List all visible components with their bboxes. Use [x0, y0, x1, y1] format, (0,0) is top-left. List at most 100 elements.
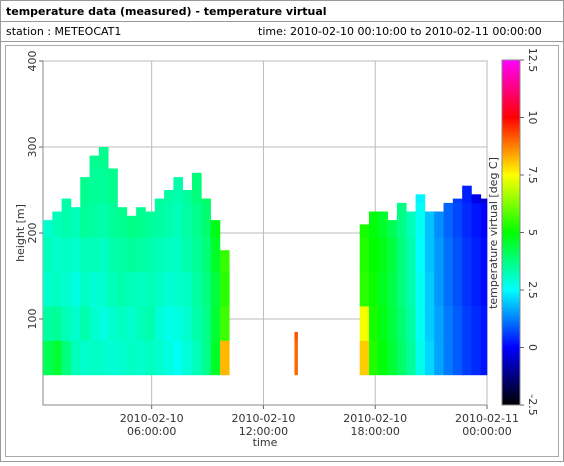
heat-cell: [201, 198, 211, 204]
heat-cell: [89, 202, 100, 238]
heat-cell: [396, 306, 407, 341]
time-range: time: 2010-02-10 00:10:00 to 2010-02-11 …: [258, 25, 542, 38]
heat-cell: [61, 340, 72, 376]
heat-cell: [126, 271, 137, 307]
x-tick-label: 2010-02-10: [120, 412, 184, 425]
heat-cell: [61, 306, 72, 341]
heat-cell: [210, 237, 221, 272]
heat-cell: [219, 306, 230, 341]
heat-cell: [98, 237, 109, 272]
heat-cell: [480, 340, 488, 376]
heat-cell: [117, 207, 128, 238]
heat-cell: [192, 271, 202, 307]
heat-cell: [359, 306, 370, 341]
heat-cell: [452, 202, 463, 238]
heat-cell: [201, 306, 211, 341]
x-tick-label: 2010-02-10: [231, 412, 295, 425]
heat-cell: [145, 271, 156, 307]
heat-cell: [80, 306, 90, 341]
heat-cell: [462, 340, 472, 376]
heat-cell: [434, 306, 444, 341]
heat-cell: [70, 306, 81, 341]
heat-cell: [369, 237, 379, 272]
heat-cell: [424, 211, 435, 238]
heat-cell: [43, 340, 53, 376]
heat-cell: [415, 306, 426, 341]
heat-cell: [462, 237, 472, 272]
heat-cell: [359, 271, 370, 307]
colorbar-tick-label: 12.5: [526, 48, 539, 73]
heat-cell: [415, 271, 426, 307]
heat-cell: [52, 237, 62, 272]
heat-cell: [294, 331, 298, 341]
heat-cell: [136, 271, 146, 307]
heat-cell: [471, 306, 482, 341]
y-tick-label: 300: [26, 137, 39, 158]
heat-cell: [154, 237, 165, 272]
heat-cell: [443, 340, 454, 376]
heat-cell: [210, 271, 221, 307]
heat-cell: [182, 271, 193, 307]
heat-cell: [359, 340, 370, 376]
heat-cell: [378, 340, 388, 376]
x-tick-label: 00:00:00: [462, 425, 511, 438]
heat-cell: [52, 211, 62, 238]
heat-cell: [378, 271, 388, 307]
heat-cell: [108, 271, 118, 307]
heat-cell: [145, 340, 156, 376]
heat-cell: [192, 306, 202, 341]
heat-cell: [80, 177, 90, 204]
heat-cell: [396, 202, 407, 238]
y-tick-label: 200: [26, 223, 39, 244]
colorbar-tick-label: 2.5: [526, 281, 539, 299]
heat-cell: [108, 202, 118, 238]
heat-cell: [406, 211, 416, 238]
heat-cell: [415, 194, 426, 204]
plot-frame: [5, 45, 559, 457]
heat-cell: [145, 211, 156, 238]
heat-cell: [480, 306, 488, 341]
heat-cell: [98, 168, 109, 204]
heat-cell: [98, 306, 109, 341]
colorbar-tick-label: 7.5: [526, 166, 539, 184]
heat-cell: [378, 237, 388, 272]
station: station : METEOCAT1: [6, 25, 121, 38]
heat-cell: [164, 237, 174, 272]
heat-cell: [471, 271, 482, 307]
heat-cell: [471, 237, 482, 272]
heat-cell: [462, 306, 472, 341]
colorbar-tick-label: 5: [526, 229, 539, 236]
heat-cell: [462, 185, 472, 204]
heat-cell: [154, 198, 165, 204]
heat-cell: [424, 340, 435, 376]
x-tick-label: 06:00:00: [127, 425, 176, 438]
heat-cell: [192, 340, 202, 376]
heat-cell: [192, 202, 202, 238]
heat-cell: [396, 271, 407, 307]
heat-cell: [154, 306, 165, 341]
heat-cell: [434, 340, 444, 376]
heat-cell: [443, 237, 454, 272]
heat-cell: [108, 306, 118, 341]
heat-cell: [89, 306, 100, 341]
heat-cell: [452, 237, 463, 272]
heat-cell: [415, 202, 426, 238]
heat-cell: [369, 271, 379, 307]
heat-cell: [396, 237, 407, 272]
heat-cell: [452, 306, 463, 341]
heat-cell: [462, 202, 472, 238]
heat-cell: [70, 271, 81, 307]
heat-cell: [182, 340, 193, 376]
heat-cell: [80, 271, 90, 307]
heat-cell: [173, 237, 184, 272]
heat-cell: [378, 211, 388, 238]
heat-cell: [471, 202, 482, 238]
colorbar-tick-label: 0: [526, 344, 539, 351]
heat-cell: [117, 237, 128, 272]
heat-cell: [424, 306, 435, 341]
chart-title: temperature data (measured) - temperatur…: [6, 5, 327, 18]
heat-cell: [406, 237, 416, 272]
heat-cell: [136, 306, 146, 341]
heat-cell: [452, 198, 463, 204]
heat-cell: [406, 340, 416, 376]
